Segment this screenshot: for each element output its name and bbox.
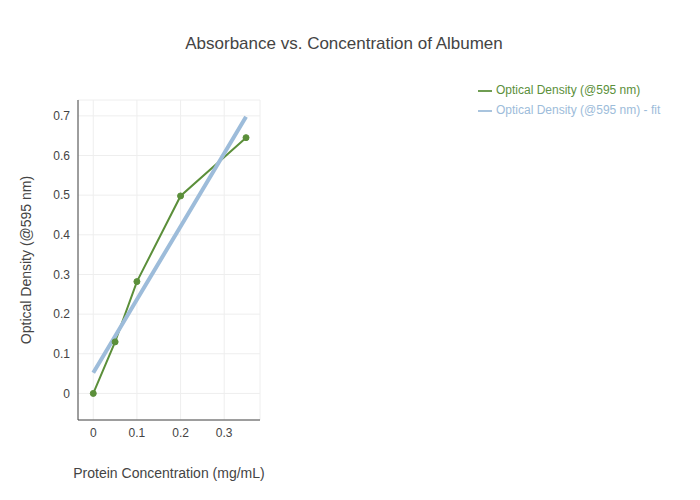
svg-text:0.7: 0.7 [53,109,70,123]
svg-text:0.3: 0.3 [216,426,233,440]
svg-text:0.6: 0.6 [53,149,70,163]
svg-text:0: 0 [90,426,97,440]
svg-text:0.2: 0.2 [53,307,70,321]
svg-text:0.1: 0.1 [129,426,146,440]
svg-text:0.1: 0.1 [53,347,70,361]
svg-text:Optical Density (@595 nm): Optical Density (@595 nm) [18,176,34,344]
svg-text:0.4: 0.4 [53,228,70,242]
svg-text:0: 0 [63,387,70,401]
svg-text:0.2: 0.2 [172,426,189,440]
html-text:Absorbance vs. Concentration o: Absorbance vs. Concentration of Albumen [185,34,503,53]
html-text:Optical Density (@595 nm) - fi: Optical Density (@595 nm) - fit [496,103,661,117]
svg-text:Protein Concentration (mg/mL): Protein Concentration (mg/mL) [73,465,264,481]
html-text:Optical Density (@595 nm): Optical Density (@595 nm) [496,83,641,97]
svg-text:0.5: 0.5 [53,188,70,202]
svg-text:0.3: 0.3 [53,268,70,282]
